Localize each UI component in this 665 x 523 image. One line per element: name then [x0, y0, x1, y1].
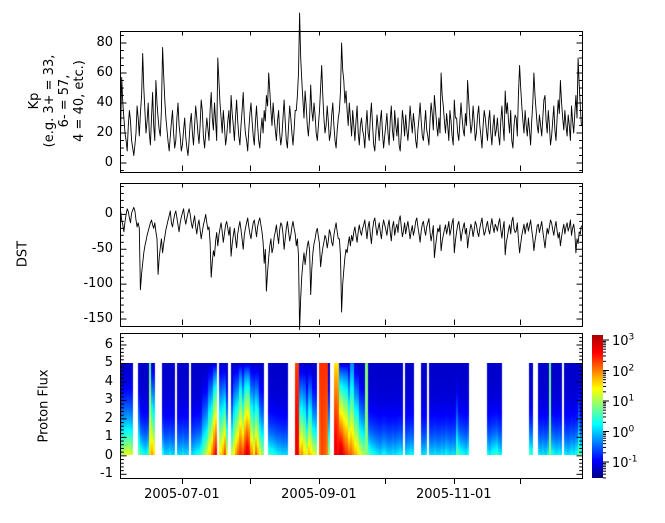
dst-y-tick-label: -150	[83, 311, 113, 327]
kp-y-tick-label: 40	[96, 95, 113, 110]
proton-flux-y-tick-label: 1	[104, 429, 113, 445]
kp-y-tick-label: 0	[104, 155, 113, 170]
kp-y-tick-label: 80	[96, 35, 113, 50]
proton-flux-y-tick-label: 3	[104, 392, 113, 408]
dst-y-tick-label: 0	[104, 206, 113, 222]
proton-flux-y-tick-label: -1	[100, 466, 113, 482]
colorbar-tick-label: 103	[612, 333, 635, 350]
proton-flux-y-tick-label: 0	[104, 447, 113, 463]
colorbar-tick-label: 100	[612, 424, 635, 441]
x-date-tick-label: 2005-07-01	[144, 487, 220, 502]
colorbar-tick-label: 101	[612, 394, 635, 411]
colorbar-tick-label: 10-1	[612, 455, 638, 472]
proton-flux-y-tick-label: 6	[104, 337, 113, 352]
x-date-tick-label: 2005-11-01	[416, 487, 492, 502]
axis-label-line: (e.g. 3+ = 33,	[42, 54, 57, 148]
proton-flux-heatmap	[120, 363, 582, 455]
dst-y-tick-label: -50	[91, 241, 113, 257]
kp-y-tick-label: 20	[96, 125, 113, 140]
dst-axis-label: DST	[15, 240, 31, 268]
dst-y-tick-label: -100	[83, 276, 113, 292]
proton-flux-y-tick-label: 5	[104, 355, 113, 371]
proton-flux-axis-label: Proton Flux	[36, 369, 52, 443]
x-date-tick-label: 2005-09-01	[281, 487, 357, 502]
proton-flux-y-tick-label: 2	[104, 410, 113, 426]
colorbar-tick-label: 102	[612, 363, 635, 380]
proton-flux-y-tick-label: 4	[104, 373, 113, 389]
kp-y-tick-label: 60	[96, 65, 113, 80]
axis-label-line: Kp	[27, 92, 42, 110]
